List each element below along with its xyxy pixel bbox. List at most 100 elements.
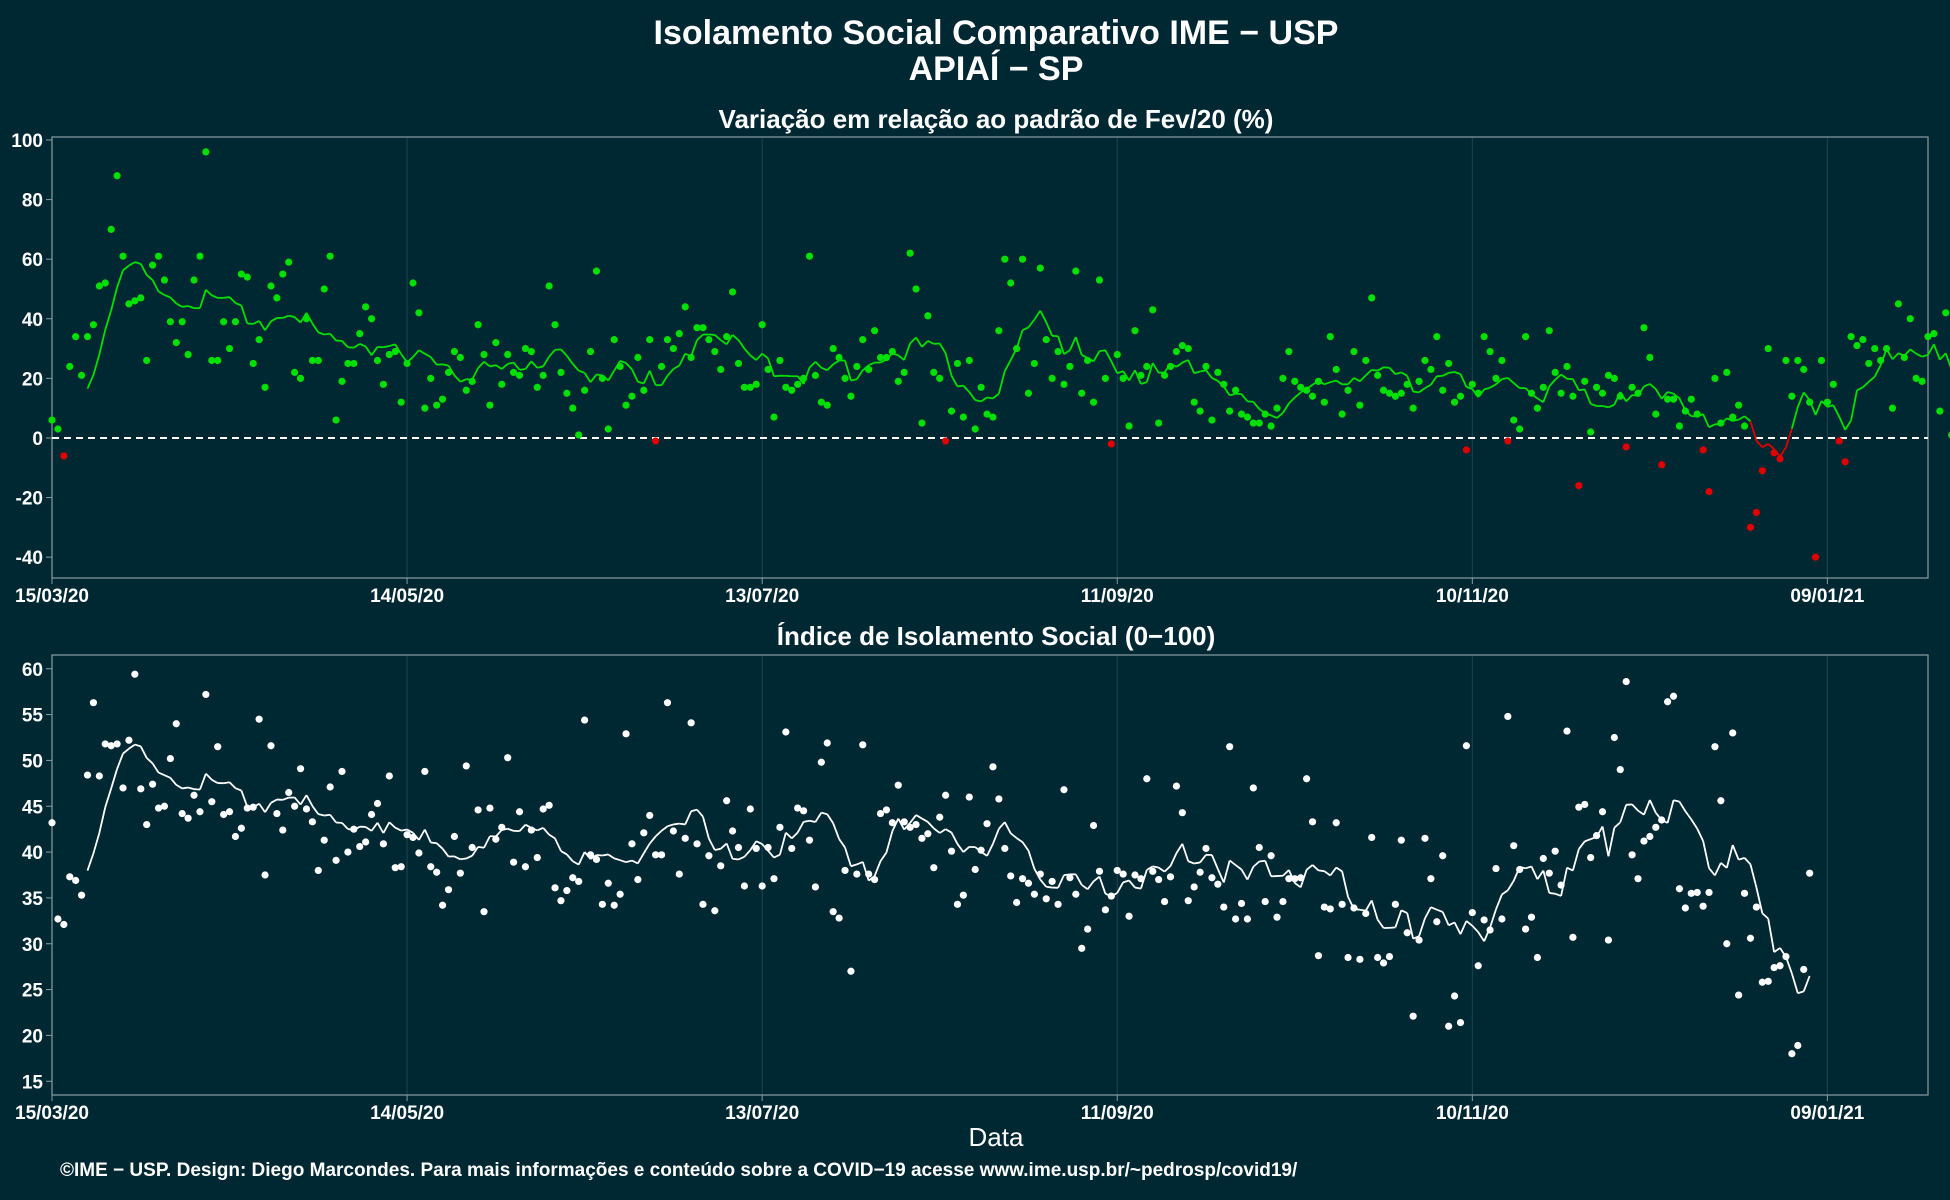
trend-segment xyxy=(1643,383,1651,388)
trend-segment xyxy=(1134,886,1142,890)
data-point xyxy=(77,371,86,379)
chart-title: Isolamento Social Comparativo IME − USP xyxy=(654,14,1339,52)
trend-segment xyxy=(1702,413,1710,428)
trend-segment xyxy=(1418,387,1426,394)
data-point xyxy=(652,851,660,859)
trend-segment xyxy=(560,850,568,856)
trend-segment xyxy=(1507,377,1515,384)
data-point xyxy=(486,401,494,409)
trend-segment xyxy=(1377,366,1384,372)
data-point xyxy=(1220,903,1228,911)
data-point xyxy=(143,356,151,365)
trend-segment xyxy=(1761,443,1769,449)
data-point xyxy=(1202,362,1210,371)
trend-segment xyxy=(915,337,923,348)
data-point xyxy=(942,791,950,799)
trend-segment xyxy=(228,296,237,304)
data-point xyxy=(1368,833,1376,842)
trend-segment xyxy=(1175,843,1184,854)
trend-segment xyxy=(1453,922,1462,935)
trend-segment xyxy=(1560,373,1568,380)
data-point xyxy=(54,915,62,923)
trend-segment xyxy=(814,812,823,823)
trend-segment xyxy=(240,305,249,324)
data-point xyxy=(143,820,151,829)
data-point xyxy=(598,374,606,382)
trend-segment xyxy=(1844,420,1852,431)
trend-segment xyxy=(1731,844,1740,861)
data-point xyxy=(705,336,713,344)
x-tick-label: 10/11/20 xyxy=(1436,1103,1509,1124)
trend-segment xyxy=(512,362,521,371)
data-point xyxy=(805,252,814,260)
trend-segment xyxy=(1755,887,1764,914)
trend-segment xyxy=(1927,343,1935,356)
trend-segment xyxy=(1448,371,1455,374)
data-point xyxy=(107,225,115,233)
data-point xyxy=(1598,808,1607,816)
trend-segment xyxy=(1395,371,1402,375)
trend-segment xyxy=(625,859,633,864)
data-point xyxy=(1374,953,1382,962)
data-point xyxy=(1652,410,1660,418)
trend-segment xyxy=(1939,352,1947,361)
data-point xyxy=(551,884,559,892)
trend-segment xyxy=(382,821,391,834)
data-point xyxy=(1918,377,1926,385)
data-point xyxy=(338,377,346,385)
trend-segment xyxy=(1021,841,1030,852)
data-point xyxy=(1664,395,1672,403)
data-point xyxy=(1113,866,1121,875)
data-point xyxy=(734,359,743,368)
trend-segment xyxy=(684,810,692,825)
data-point xyxy=(184,814,192,822)
trend-segment xyxy=(1282,869,1290,877)
trend-segment xyxy=(1631,803,1639,812)
trend-segment xyxy=(1477,931,1485,942)
data-point xyxy=(462,762,470,770)
trend-segment xyxy=(507,361,514,365)
trend-segment xyxy=(850,378,858,382)
data-point xyxy=(1078,389,1086,397)
data-point xyxy=(1788,1050,1796,1058)
data-point xyxy=(865,365,873,374)
data-point xyxy=(794,380,802,388)
data-point xyxy=(1776,962,1784,970)
data-point xyxy=(610,901,618,909)
data-point xyxy=(1498,915,1506,923)
data-point xyxy=(752,844,760,853)
data-point xyxy=(1089,821,1098,830)
trend-segment xyxy=(1441,911,1450,926)
trend-segment xyxy=(1459,373,1468,388)
trend-segment xyxy=(454,855,461,861)
data-point xyxy=(131,670,139,678)
data-point xyxy=(83,771,92,779)
data-point xyxy=(1007,872,1015,880)
trend-segment xyxy=(1430,906,1438,911)
trend-segment xyxy=(441,848,450,858)
trend-segment xyxy=(193,788,201,791)
data-point xyxy=(504,754,512,762)
data-point xyxy=(853,870,861,878)
trend-segment xyxy=(389,343,396,347)
data-point xyxy=(823,401,831,409)
trend-segment xyxy=(1128,369,1136,381)
data-point xyxy=(403,359,411,368)
panel1-title: Variação em relação ao padrão de Fev/20 … xyxy=(719,104,1274,134)
data-point xyxy=(634,353,642,362)
data-point xyxy=(1196,868,1204,876)
data-point xyxy=(367,315,376,323)
data-point xyxy=(54,425,62,433)
data-point xyxy=(1314,377,1323,385)
data-point xyxy=(332,856,340,864)
data-point xyxy=(498,823,506,831)
data-point xyxy=(1924,333,1932,341)
data-point xyxy=(1089,398,1098,406)
data-point xyxy=(450,347,459,356)
trend-segment xyxy=(690,339,698,357)
trend-segment xyxy=(1341,871,1349,898)
data-point xyxy=(1001,255,1009,263)
trend-segment xyxy=(1388,367,1397,375)
data-point xyxy=(1806,869,1814,877)
trend-segment xyxy=(1069,336,1077,351)
